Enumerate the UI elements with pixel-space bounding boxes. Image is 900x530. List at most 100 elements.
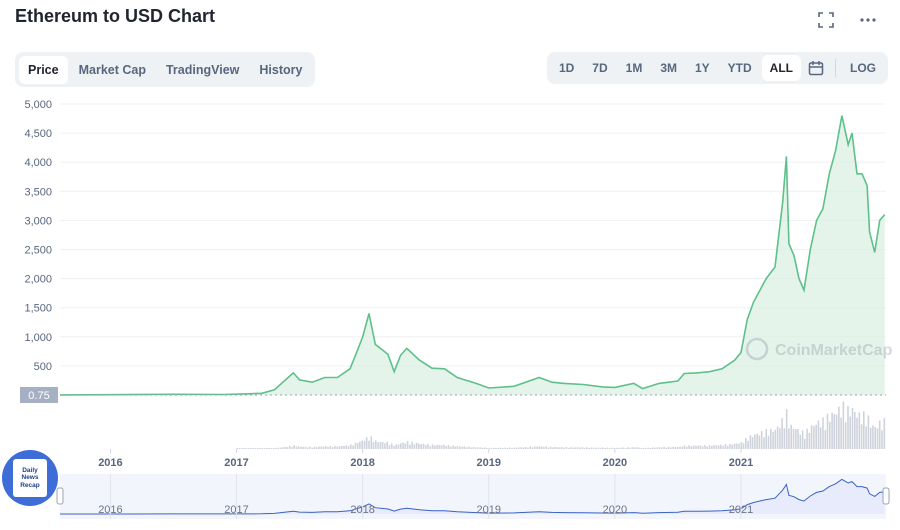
volume-bar xyxy=(270,448,273,449)
volume-bar xyxy=(434,445,436,449)
tab-market-cap[interactable]: Market Cap xyxy=(78,62,146,77)
range-7d[interactable]: 7D xyxy=(592,61,608,75)
volume-bar xyxy=(322,446,325,449)
volume-bar xyxy=(688,445,690,449)
volume-bar xyxy=(438,445,441,449)
volume-bar xyxy=(418,443,420,449)
y-tick-label: 4,500 xyxy=(24,128,52,140)
navigator-axis: 2016 2017 2018 2019 2020 2021 xyxy=(98,474,753,519)
volume-bar xyxy=(758,435,761,449)
fullscreen-icon[interactable] xyxy=(816,10,836,30)
volume-bar xyxy=(524,446,527,449)
tab-history[interactable]: History xyxy=(259,62,303,77)
volume-bar xyxy=(674,447,677,449)
volume-bar xyxy=(295,446,298,449)
volume-bar xyxy=(681,446,684,449)
volume-bar xyxy=(279,447,282,449)
volume-bar xyxy=(400,443,402,449)
y-axis: 5,000 4,500 4,000 3,500 3,000 2,500 2,000 1,500… xyxy=(24,99,52,373)
volume-bar xyxy=(306,447,309,449)
volume-bar xyxy=(624,448,627,449)
volume-bar xyxy=(381,441,384,449)
volume-bar xyxy=(686,446,688,449)
volume-bar xyxy=(574,447,577,449)
volume-bar xyxy=(572,447,575,449)
navigator-tick-label: 2017 xyxy=(224,504,248,516)
volume-bar xyxy=(465,447,468,449)
tab-tradingview[interactable]: TradingView xyxy=(165,62,240,77)
volume-bar xyxy=(711,446,713,449)
volume-bar xyxy=(568,447,570,449)
volume-bar xyxy=(281,447,284,449)
volume-bar xyxy=(661,447,663,449)
calendar-icon[interactable] xyxy=(803,57,829,79)
tab-price[interactable]: Price xyxy=(19,55,68,84)
volume-bar xyxy=(756,433,758,449)
log-toggle[interactable]: LOG xyxy=(850,61,876,75)
volume-bar xyxy=(792,428,795,449)
volume-bar xyxy=(608,448,611,449)
volume-bar xyxy=(397,444,400,449)
volume-bar xyxy=(284,446,286,449)
navigator-tick-label: 2019 xyxy=(477,504,501,516)
volume-bar xyxy=(538,446,540,449)
volume-bar xyxy=(592,447,595,449)
volume-bar xyxy=(354,442,357,449)
x-tick-label: 2019 xyxy=(477,457,501,469)
volume-bar xyxy=(545,446,547,449)
volume-bar xyxy=(243,448,245,449)
volume-bar xyxy=(565,447,568,449)
volume-bar xyxy=(359,441,361,449)
daily-news-recap-badge[interactable]: Daily News Recap xyxy=(2,450,58,506)
volume-bar xyxy=(529,446,531,449)
volume-bar xyxy=(259,448,261,449)
volume-bar xyxy=(440,445,443,449)
navigator-handle-right[interactable] xyxy=(882,487,890,505)
volume-bar xyxy=(384,443,386,449)
volume-bar xyxy=(656,447,659,449)
range-all[interactable]: ALL xyxy=(761,55,801,81)
volume-bar xyxy=(479,447,481,449)
y-tick-label: 2,500 xyxy=(24,245,52,257)
volume-bar xyxy=(345,445,348,449)
volume-bar xyxy=(277,447,279,449)
volume-bar xyxy=(413,444,416,449)
volume-bar xyxy=(238,448,241,449)
volume-bar xyxy=(411,441,413,449)
volume-bar xyxy=(579,447,581,449)
navigator-handle-left[interactable] xyxy=(56,487,64,505)
volume-bar xyxy=(549,446,552,449)
range-ytd[interactable]: YTD xyxy=(727,61,752,75)
range-1m[interactable]: 1M xyxy=(625,61,643,75)
volume-bar xyxy=(390,443,393,449)
volume-bar xyxy=(856,417,858,449)
volume-bar xyxy=(247,448,250,449)
volume-bar xyxy=(665,447,668,449)
volume-bar xyxy=(683,445,686,449)
more-icon[interactable] xyxy=(858,10,878,30)
range-divider xyxy=(835,59,836,77)
volume-bar xyxy=(459,446,461,449)
volume-bar xyxy=(365,437,368,449)
current-price-marker xyxy=(20,386,58,403)
volume-bar xyxy=(236,448,239,449)
volume-bar xyxy=(749,435,752,449)
volume-bar xyxy=(291,447,293,449)
volume-bar xyxy=(824,430,827,449)
volume-bar xyxy=(338,446,341,449)
volume-bar xyxy=(468,446,470,449)
x-axis: 2016 2017 2018 2019 2020 2021 xyxy=(98,449,753,469)
range-1y[interactable]: 1Y xyxy=(694,61,710,75)
volume-bar xyxy=(799,434,802,449)
page-title: Ethereum to USD Chart xyxy=(15,6,216,26)
range-1d[interactable]: 1D xyxy=(558,61,575,75)
volume-bar xyxy=(504,447,506,449)
volume-bar xyxy=(726,445,729,449)
volume-bar xyxy=(617,447,620,449)
volume-bar xyxy=(860,424,863,449)
volume-bar xyxy=(640,448,643,449)
volume-bar xyxy=(695,445,697,449)
range-3m[interactable]: 3M xyxy=(660,61,677,75)
volume-bar xyxy=(356,443,359,449)
volume-bar xyxy=(497,447,500,449)
